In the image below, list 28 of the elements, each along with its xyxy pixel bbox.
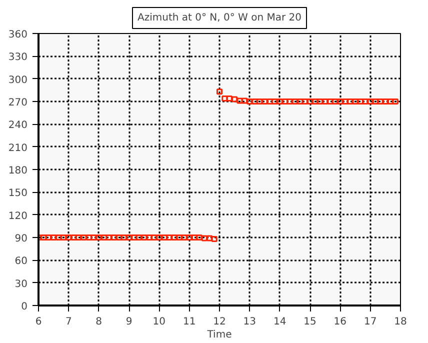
x-tick-label: 15 <box>304 316 316 328</box>
y-tick-label: 30 <box>14 278 28 290</box>
y-tick-label: 270 <box>8 98 28 108</box>
x-tick-label: 16 <box>334 316 347 328</box>
x-tick-label: 11 <box>182 316 196 328</box>
y-tick-label: 0 <box>21 302 28 312</box>
y-tick-label: 240 <box>8 120 28 132</box>
y-tick-label: 300 <box>8 74 28 86</box>
x-tick-label: 6 <box>35 316 42 328</box>
x-tick-label: 9 <box>126 316 132 328</box>
x-tick-label: 8 <box>96 316 102 328</box>
y-tick-label: 150 <box>8 188 28 200</box>
x-tick-label: 18 <box>394 316 407 328</box>
x-axis-title: Time <box>206 330 232 340</box>
x-tick-label: 14 <box>273 316 286 328</box>
x-tick-label: 7 <box>65 316 72 328</box>
y-tick-label: 120 <box>8 210 28 222</box>
y-tick-label: 330 <box>8 52 28 64</box>
y-tick-label: 90 <box>14 234 28 244</box>
y-tick-label: 210 <box>8 142 28 154</box>
y-tick-label: 60 <box>14 256 28 268</box>
y-tick-label: 360 <box>8 30 28 40</box>
x-tick-label: 17 <box>364 316 377 328</box>
x-tick-label: 12 <box>213 316 226 328</box>
y-tick-label: 180 <box>8 166 28 176</box>
x-tick-label: 10 <box>152 316 166 328</box>
chart-title: Azimuth at 0° N, 0° W on Mar 20 <box>138 12 302 24</box>
x-tick-label: 13 <box>243 316 256 328</box>
